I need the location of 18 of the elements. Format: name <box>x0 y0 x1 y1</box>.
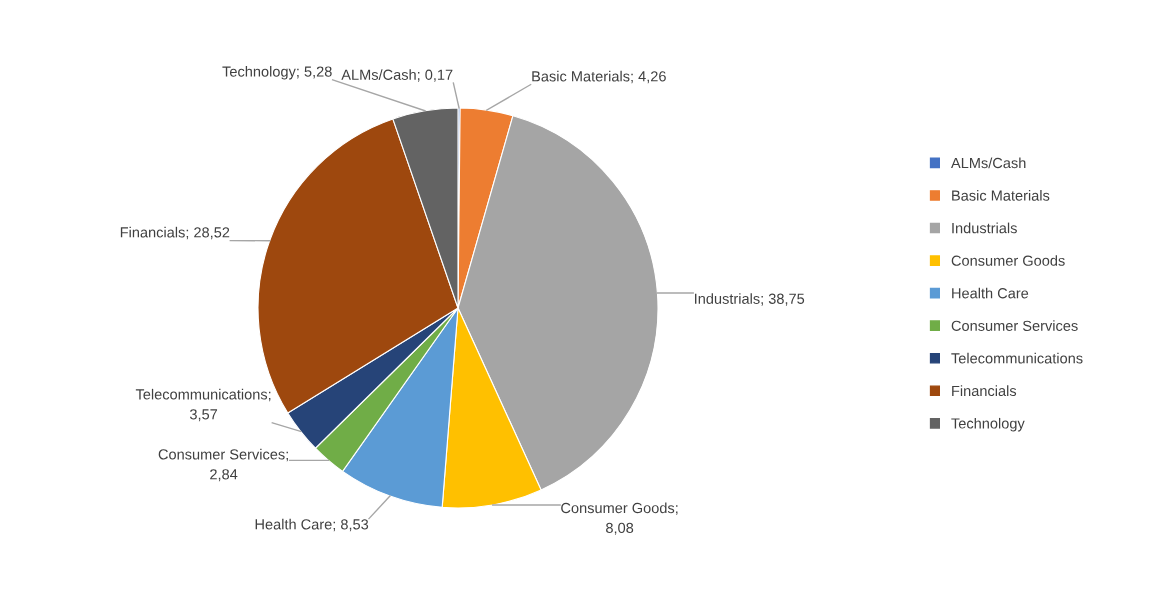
data-label: ALMs/Cash; 0,17 <box>341 69 453 82</box>
legend-label: Telecommunications <box>951 352 1083 364</box>
legend-label: Financials <box>952 385 1017 397</box>
legend-label: Consumer Goods <box>951 255 1065 266</box>
legend-label: Industrials <box>952 222 1017 234</box>
data-label: Basic Materials; 4,26 <box>532 70 666 84</box>
legend-label: Health Care <box>952 287 1029 299</box>
data-label: Technology; 5,28 <box>222 66 332 80</box>
data-label: Financials; 28,52 <box>120 226 230 240</box>
data-label: Industrials; 38,75 <box>695 293 805 306</box>
data-label: Telecommunications; 3,57 <box>135 388 271 422</box>
legend-label: Technology <box>951 417 1025 432</box>
legend-label: ALMs/Cash <box>951 157 1026 169</box>
legend-label: Basic Materials <box>952 190 1050 201</box>
data-label: Health Care; 8,53 <box>255 518 369 532</box>
data-label: Consumer Services; 2,84 <box>158 448 288 482</box>
data-label: Consumer Goods; 8,08 <box>561 502 678 535</box>
legend-label: Consumer Services <box>951 320 1078 331</box>
